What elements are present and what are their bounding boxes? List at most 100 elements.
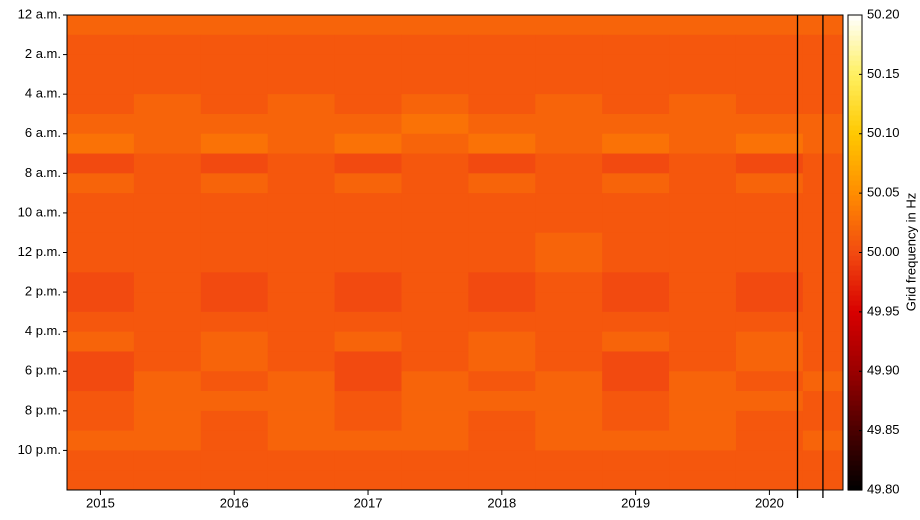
heat-cell (468, 34, 536, 56)
colorbar-segment (848, 230, 862, 236)
heat-cell (602, 430, 670, 451)
heat-cell (200, 430, 269, 451)
heat-cell (334, 371, 402, 392)
colorbar-segment (848, 190, 862, 196)
y-tick-label: 4 p.m. (25, 323, 61, 338)
colorbar-segment (848, 195, 862, 201)
heat-cell (535, 470, 603, 491)
heat-cell (669, 133, 737, 155)
heat-cell (535, 74, 603, 95)
heat-cell (401, 212, 469, 234)
colorbar-segment (848, 485, 862, 491)
heat-cell (468, 371, 536, 392)
heat-cell (401, 410, 469, 432)
heat-cell (334, 153, 402, 174)
heat-cell (267, 232, 336, 253)
colorbar-segment (848, 85, 862, 91)
colorbar-segment (848, 345, 862, 351)
heat-cell (535, 153, 603, 174)
heat-cell (602, 74, 670, 95)
colorbar-segment (848, 140, 862, 146)
heat-cell (735, 193, 804, 214)
colorbar-segment (848, 185, 862, 191)
heat-cell (669, 292, 737, 313)
y-tick-label: 6 a.m. (25, 125, 61, 140)
colorbar-segment (848, 60, 862, 66)
heat-cell (67, 15, 135, 36)
heat-cell (267, 74, 336, 95)
heat-cell (334, 133, 402, 155)
heat-cell (200, 193, 269, 214)
heat-cell (401, 94, 469, 115)
colorbar-segment (848, 45, 862, 51)
colorbar-segment (848, 285, 862, 291)
heat-cell (267, 54, 336, 75)
heat-cell (735, 113, 804, 135)
heat-cell (669, 153, 737, 174)
heat-cell (67, 331, 135, 352)
heat-cell (67, 430, 135, 451)
heat-cell (200, 470, 269, 491)
heat-cell (602, 173, 670, 194)
heat-cell (602, 232, 670, 253)
colorbar-segment (848, 220, 862, 226)
heat-cell (468, 311, 536, 333)
heat-cell (535, 54, 603, 75)
colorbar-segment (848, 355, 862, 361)
colorbar-segment (848, 280, 862, 286)
heat-cell (401, 252, 469, 273)
colorbar-segment (848, 350, 862, 356)
colorbar-segment (848, 405, 862, 411)
heat-cell (602, 292, 670, 313)
heat-cell (267, 311, 336, 333)
colorbar-segment (848, 275, 862, 281)
heat-cell (67, 94, 135, 115)
heat-cell (735, 292, 804, 313)
heat-cell (669, 331, 737, 352)
heat-cell (133, 74, 202, 95)
heat-cell (133, 232, 202, 253)
colorbar-segment (848, 400, 862, 406)
heat-cell (669, 450, 737, 471)
heat-cell (334, 292, 402, 313)
heat-cell (468, 173, 536, 194)
heat-cell (67, 371, 135, 392)
heat-cell (468, 54, 536, 75)
heat-cell (535, 292, 603, 313)
colorbar-segment (848, 390, 862, 396)
heat-cell (535, 94, 603, 115)
y-tick-label: 10 a.m. (18, 204, 61, 219)
heat-cell (401, 371, 469, 392)
heat-cell (67, 292, 135, 313)
heat-cell (468, 430, 536, 451)
heat-cell (535, 252, 603, 273)
heat-cell (133, 410, 202, 432)
heat-cell (468, 252, 536, 273)
heat-cell (602, 410, 670, 432)
colorbar-segment (848, 295, 862, 301)
heat-cell (401, 153, 469, 174)
heat-cell (401, 133, 469, 155)
heat-cell (669, 371, 737, 392)
heat-cell (535, 173, 603, 194)
heat-cell (401, 113, 469, 135)
colorbar-tick-label: 49.85 (867, 422, 900, 437)
heat-cell (267, 470, 336, 491)
colorbar-segment (848, 165, 862, 171)
colorbar-segment (848, 385, 862, 391)
heat-cell (200, 74, 269, 95)
colorbar-segment (848, 40, 862, 46)
heat-cell (735, 54, 804, 75)
heat-cell (669, 311, 737, 333)
heat-cell (735, 74, 804, 95)
heat-cell (334, 331, 402, 352)
colorbar-tick-label: 50.15 (867, 66, 900, 81)
heat-cell (334, 193, 402, 214)
heat-cell (133, 94, 202, 115)
heat-cell (200, 113, 269, 135)
colorbar-segment (848, 225, 862, 231)
heat-cell (200, 391, 269, 412)
colorbar-segment (848, 70, 862, 76)
heat-cell (67, 193, 135, 214)
